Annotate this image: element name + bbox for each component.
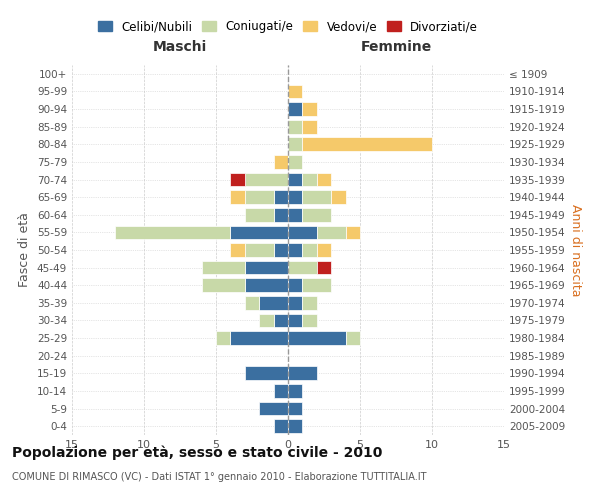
Bar <box>288 366 317 380</box>
Bar <box>302 190 331 204</box>
Bar <box>302 314 317 328</box>
Bar <box>346 226 360 239</box>
Bar <box>288 190 302 204</box>
Bar <box>288 331 346 345</box>
Bar <box>230 331 288 345</box>
Y-axis label: Anni di nascita: Anni di nascita <box>569 204 582 296</box>
Bar <box>274 420 288 433</box>
Bar <box>245 208 274 222</box>
Bar <box>288 84 302 98</box>
Bar <box>202 278 245 292</box>
Bar <box>202 260 245 274</box>
Bar <box>288 296 302 310</box>
Bar <box>288 120 302 134</box>
Bar <box>274 314 288 328</box>
Bar <box>302 120 317 134</box>
Y-axis label: Fasce di età: Fasce di età <box>19 212 31 288</box>
Bar <box>331 190 346 204</box>
Bar <box>259 296 288 310</box>
Bar <box>274 384 288 398</box>
Bar <box>288 384 302 398</box>
Bar <box>230 172 245 186</box>
Bar <box>288 226 317 239</box>
Bar <box>302 102 317 116</box>
Bar <box>288 278 302 292</box>
Bar <box>288 402 302 415</box>
Bar <box>245 278 288 292</box>
Bar <box>288 243 302 257</box>
Bar <box>230 243 245 257</box>
Text: Femmine: Femmine <box>361 40 431 54</box>
Bar <box>317 243 331 257</box>
Bar <box>302 172 317 186</box>
Bar <box>302 243 317 257</box>
Bar <box>216 331 230 345</box>
Bar <box>274 243 288 257</box>
Bar <box>288 420 302 433</box>
Bar <box>302 278 331 292</box>
Bar <box>230 190 245 204</box>
Bar <box>245 260 288 274</box>
Bar <box>317 172 331 186</box>
Bar <box>245 190 274 204</box>
Bar <box>245 296 259 310</box>
Text: Maschi: Maschi <box>153 40 207 54</box>
Bar <box>302 296 317 310</box>
Bar <box>259 314 274 328</box>
Bar <box>288 172 302 186</box>
Bar <box>259 402 288 415</box>
Text: COMUNE DI RIMASCO (VC) - Dati ISTAT 1° gennaio 2010 - Elaborazione TUTTITALIA.IT: COMUNE DI RIMASCO (VC) - Dati ISTAT 1° g… <box>12 472 427 482</box>
Bar <box>274 208 288 222</box>
Bar <box>288 138 302 151</box>
Bar <box>288 260 317 274</box>
Bar <box>245 366 288 380</box>
Bar <box>274 190 288 204</box>
Bar <box>245 172 288 186</box>
Bar <box>288 314 302 328</box>
Text: Popolazione per età, sesso e stato civile - 2010: Popolazione per età, sesso e stato civil… <box>12 446 382 460</box>
Bar <box>302 138 432 151</box>
Bar <box>288 155 302 169</box>
Bar <box>346 331 360 345</box>
Bar <box>274 155 288 169</box>
Bar <box>288 102 302 116</box>
Bar <box>317 260 331 274</box>
Bar <box>230 226 288 239</box>
Bar <box>317 226 346 239</box>
Legend: Celibi/Nubili, Coniugati/e, Vedovi/e, Divorziati/e: Celibi/Nubili, Coniugati/e, Vedovi/e, Di… <box>93 16 483 38</box>
Bar <box>245 243 274 257</box>
Bar <box>302 208 331 222</box>
Bar <box>288 208 302 222</box>
Bar <box>115 226 230 239</box>
